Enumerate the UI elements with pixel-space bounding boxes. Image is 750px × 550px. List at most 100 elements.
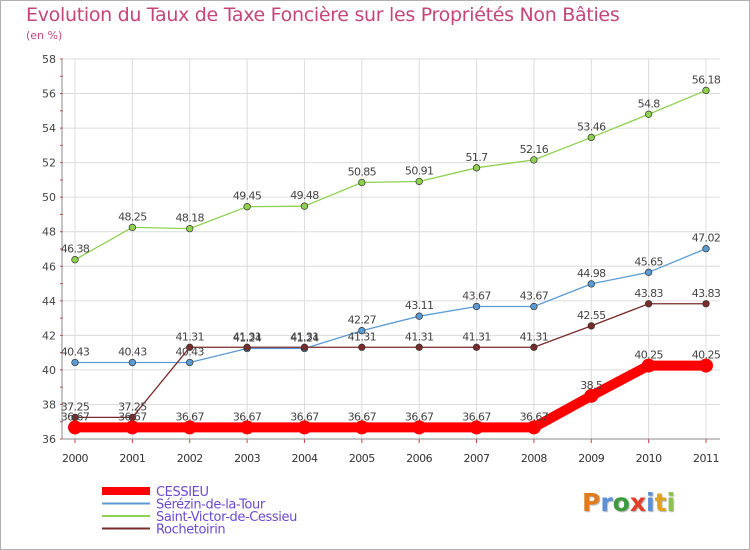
data-label: 36.67 [462, 410, 491, 423]
data-label: 41.24 [290, 331, 319, 344]
logo-letter: P [582, 488, 601, 517]
data-label: 44.98 [577, 267, 606, 280]
data-point [699, 358, 713, 373]
page-title: Evolution du Taux de Taxe Foncière sur l… [26, 4, 620, 26]
data-label: 53.46 [577, 120, 606, 133]
data-label: 40.25 [634, 349, 663, 362]
data-point [702, 300, 710, 308]
unit-label: (en %) [26, 29, 63, 42]
data-label: 36.67 [175, 410, 204, 423]
data-label: 41.31 [462, 330, 491, 343]
logo-letter: t [654, 488, 667, 517]
logo-letter: i [646, 488, 655, 517]
data-label: 36.67 [290, 410, 319, 423]
data-label: 42.27 [348, 314, 377, 327]
data-label: 49.48 [290, 189, 319, 202]
data-point [702, 245, 710, 253]
y-tick-label: 46 [42, 260, 56, 273]
data-label: 41.31 [520, 330, 549, 343]
data-point [415, 177, 423, 186]
data-point [243, 203, 251, 211]
series-line-2 [74, 89, 707, 261]
data-label: 45.65 [634, 255, 663, 268]
data-point [472, 164, 481, 172]
data-label: 56.18 [692, 73, 721, 86]
data-label: 50.85 [348, 166, 377, 179]
legend-label: Sérézin-de-la-Tour [156, 498, 266, 513]
data-point [240, 420, 255, 435]
data-point [128, 358, 137, 367]
data-label: 40.43 [118, 345, 147, 358]
data-point [644, 110, 653, 118]
data-label: 43.83 [692, 287, 721, 300]
legend-label: Rochetoirin [156, 523, 225, 538]
x-tick-label: 2002 [177, 452, 203, 465]
data-point [354, 420, 369, 435]
data-label: 36.67 [118, 410, 147, 423]
x-tick-label: 2001 [119, 452, 145, 465]
data-point [530, 156, 538, 164]
y-tick-label: 44 [42, 295, 56, 308]
y-tick-label: 36 [42, 433, 56, 446]
data-point [641, 358, 656, 373]
data-point [128, 223, 137, 232]
data-label: 36.67 [61, 410, 90, 423]
y-tick-label: 38 [42, 398, 56, 411]
x-tick-label: 2004 [291, 452, 317, 465]
y-tick-label: 56 [42, 88, 56, 101]
legend-label: CESSIEU [156, 485, 209, 500]
proxiti-logo: Proxiti [582, 488, 675, 517]
data-label: 38.5 [580, 379, 603, 392]
y-tick-label: 54 [42, 122, 56, 135]
data-label: 43.83 [634, 287, 663, 300]
logo-letter: i [666, 488, 676, 517]
data-label: 43.67 [462, 290, 491, 303]
logo-letter: r [600, 488, 613, 517]
data-point [186, 224, 194, 233]
data-point [358, 327, 366, 335]
x-tick-label: 2011 [693, 452, 719, 465]
data-point [530, 343, 538, 351]
y-tick-label: 40 [42, 364, 56, 377]
data-label: 40.25 [692, 349, 721, 362]
data-point [243, 343, 251, 351]
data-label: 37.25 [118, 400, 147, 413]
data-label: 36.67 [520, 410, 549, 423]
data-point [71, 358, 79, 367]
data-point [472, 302, 481, 311]
data-label: 37.25 [61, 400, 90, 413]
data-label: 47.02 [692, 232, 721, 245]
data-point [71, 256, 79, 264]
data-label: 41.31 [233, 330, 262, 343]
data-point [412, 420, 427, 435]
data-point [186, 358, 194, 367]
x-tick-label: 2008 [521, 452, 547, 465]
x-tick-label: 2000 [62, 452, 88, 465]
data-point [644, 300, 653, 308]
data-point [530, 302, 538, 311]
x-tick-label: 2009 [578, 452, 604, 465]
data-label: 40.43 [61, 345, 90, 358]
data-point [68, 420, 82, 435]
data-label: 36.67 [405, 410, 434, 423]
data-label: 41.31 [290, 330, 319, 343]
data-point [472, 343, 481, 351]
y-tick-label: 58 [42, 53, 56, 66]
data-point [415, 343, 423, 351]
y-tick-label: 52 [42, 157, 56, 170]
data-point [415, 312, 423, 320]
series-line-3 [74, 303, 707, 419]
x-tick-label: 2010 [636, 452, 662, 465]
data-label: 41.31 [175, 330, 204, 343]
x-tick-label: 2003 [234, 452, 260, 465]
data-point [300, 202, 309, 210]
data-point [186, 343, 194, 351]
y-tick-label: 50 [42, 191, 56, 204]
data-label: 36.67 [348, 410, 377, 423]
data-label: 42.55 [577, 309, 606, 322]
data-label: 50.91 [405, 164, 434, 177]
logo-letter: o [612, 488, 630, 517]
data-label: 41.31 [405, 330, 434, 343]
data-point [584, 388, 599, 403]
series-line-0 [70, 360, 711, 433]
